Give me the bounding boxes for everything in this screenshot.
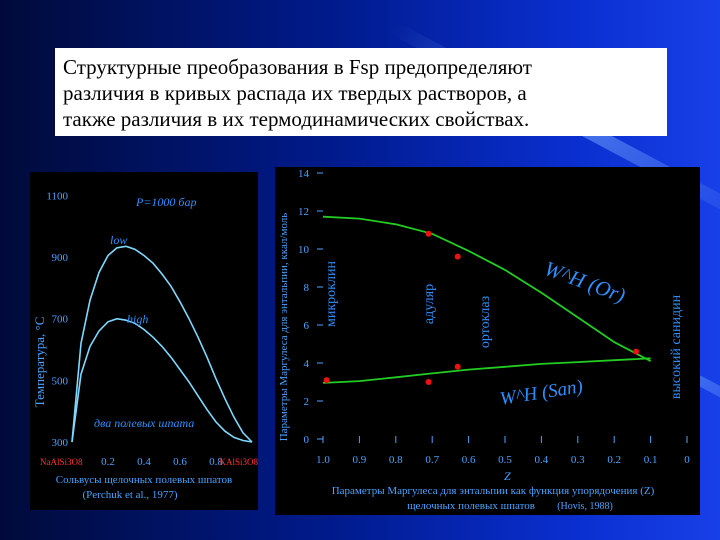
solvus-line-high (71, 317, 253, 443)
right-xlabel: Z (504, 469, 511, 483)
x-end-left: NaAlSi3O8 (40, 457, 83, 467)
low-label: low (110, 233, 127, 247)
solvus-figure: Температура, °С 300 500 700 900 1100 0.2 0.4 0… (30, 172, 258, 510)
phase-label-microcline: микроклин (324, 261, 339, 327)
left-ylabel: Температура, °С (32, 317, 47, 408)
right-xtick-label: 0 (684, 454, 690, 466)
right-ytick-label: 0 (304, 434, 310, 446)
left-ytick-label: 700 (52, 314, 69, 326)
data-point (425, 379, 432, 385)
right-xtick-label: 0.1 (644, 454, 658, 466)
phase-label-adularia: адуляр (422, 284, 437, 324)
phase-label-orthoclase: ортоклаз (478, 295, 493, 348)
right-ytick-label: 4 (304, 358, 310, 370)
left-xtick-label: 0.6 (173, 456, 187, 468)
data-point (633, 348, 640, 355)
data-point (323, 377, 330, 384)
data-point (425, 230, 432, 237)
right-caption: Параметры Маргулеса для энтальпии как фу… (332, 485, 655, 497)
left-caption: Сольвусы щелочных полевых шпатов (56, 474, 232, 486)
left-xtick-label: 0.4 (137, 456, 151, 468)
right-xtick-label: 0.7 (425, 454, 439, 466)
high-label: high (127, 312, 148, 326)
series-label-san: W^H (San) (498, 376, 584, 410)
phase-label-sanidine: высокий санидин (669, 294, 684, 399)
margules-chart: Параметры Маргулеса для энтальпии, ккал/… (278, 168, 690, 512)
slide-title: Структурные преобразования в Fsp предопр… (55, 48, 667, 136)
title-line: также различия в их термодинамических св… (63, 107, 530, 131)
solvus-line-low (71, 245, 253, 443)
right-caption-ref: (Hovis, 1988) (557, 501, 613, 512)
right-xtick-label: 0.6 (462, 454, 476, 466)
right-ytick-label: 6 (304, 320, 310, 332)
left-xtick-label: 0.2 (101, 456, 115, 468)
margules-line-0 (322, 215, 652, 362)
right-xtick-label: 0.4 (535, 454, 549, 466)
data-point (454, 253, 461, 260)
right-xtick-label: 0.2 (607, 454, 621, 466)
right-xtick-label: 0.5 (498, 454, 512, 466)
right-ylabel: Параметры Маргулеса для энтальпии, ккал/… (278, 213, 290, 442)
margules-figure: Параметры Маргулеса для энтальпии, ккал/… (275, 167, 700, 515)
left-ytick-label: 300 (52, 437, 69, 449)
right-xtick-label: 0.9 (353, 454, 367, 466)
left-xtick-label: 0.8 (209, 456, 223, 468)
left-ytick-label: 1100 (46, 190, 68, 202)
x-end-right: KAlSi3O8 (219, 457, 258, 467)
solvus-chart: Температура, °С 300 500 700 900 1100 0.2 0.4 0… (32, 190, 258, 501)
series-label-or: W^H (Or) (541, 256, 628, 307)
right-caption: щелочных полевых шпатов (407, 500, 535, 512)
left-ytick-label: 500 (52, 375, 69, 387)
right-ytick-label: 2 (304, 396, 310, 408)
data-point (454, 363, 461, 370)
title-line: различия в кривых распада их твердых рас… (63, 81, 527, 105)
right-xtick-label: 0.3 (571, 454, 585, 466)
right-ytick-label: 8 (304, 282, 310, 294)
right-xtick-label: 0.8 (389, 454, 403, 466)
left-ytick-label: 900 (52, 252, 69, 264)
pressure-label: P=1000 бар (135, 195, 196, 209)
title-line: Структурные преобразования в Fsp предопр… (63, 55, 532, 79)
right-ytick-label: 14 (298, 168, 310, 180)
right-ytick-label: 10 (298, 244, 310, 256)
margules-line-1 (322, 357, 651, 384)
right-ytick-label: 12 (298, 206, 309, 218)
two-feldspar-label: два полевых шпата (94, 416, 194, 430)
right-xtick-label: 1.0 (316, 454, 330, 466)
left-caption: (Perchuk et al., 1977) (83, 489, 178, 501)
